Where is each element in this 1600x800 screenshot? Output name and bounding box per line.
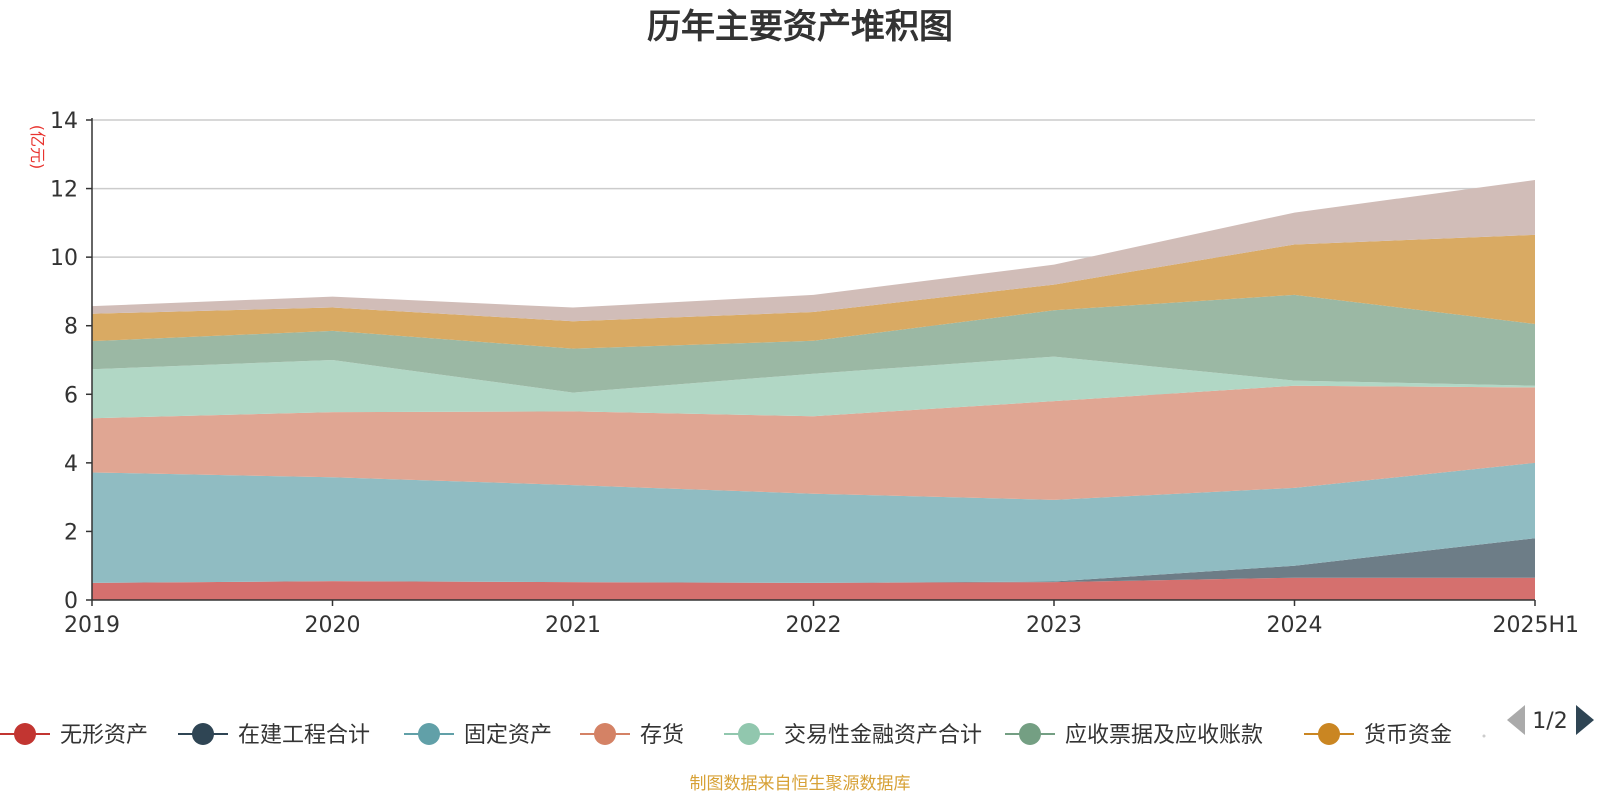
area-series-2 [92, 462, 1535, 583]
legend-item-0[interactable]: 无形资产 [0, 723, 148, 748]
axes: 0 2 4 6 8 10 12 14 2019 2020 2021 2022 2023 2024 2025H… [50, 109, 1579, 638]
legend-overflow-dot [1482, 734, 1486, 738]
legend-marker-icon [1318, 723, 1340, 745]
legend-label: 交易性金融资产合计 [784, 723, 982, 748]
y-tick-label: 6 [64, 383, 78, 408]
area-series-3 [92, 385, 1535, 500]
x-tick-label: 2021 [545, 613, 601, 638]
legend-item-5[interactable]: 应收票据及应收账款 [1005, 723, 1263, 748]
legend-item-6[interactable]: 货币资金 [1304, 723, 1452, 748]
y-tick-label: 0 [64, 589, 78, 614]
legend-label: 无形资产 [60, 723, 148, 748]
x-tick-label: 2025H1 [1492, 613, 1579, 638]
legend-label: 应收票据及应收账款 [1065, 723, 1263, 748]
area-series-5 [92, 294, 1535, 393]
legend-item-4[interactable]: 交易性金融资产合计 [724, 723, 982, 748]
y-tick-label: 10 [50, 246, 78, 271]
legend-pager: 1/2 [1507, 705, 1594, 735]
y-tick-label: 12 [50, 178, 78, 203]
legend-marker-icon [14, 723, 36, 745]
area-series-0 [92, 577, 1535, 600]
legend-marker-icon [738, 723, 760, 745]
x-tick-label: 2020 [305, 613, 361, 638]
x-tick-label: 2023 [1026, 613, 1082, 638]
legend-item-2[interactable]: 固定资产 [404, 723, 552, 748]
area-series-7 [92, 180, 1535, 322]
legend-prev-icon[interactable] [1507, 705, 1525, 735]
area-series-layer [92, 180, 1535, 600]
y-axis-unit: (亿元) [28, 125, 47, 170]
x-tick-label: 2024 [1267, 613, 1323, 638]
legend-label: 固定资产 [464, 723, 552, 748]
y-tick-label: 8 [64, 315, 78, 340]
y-tick-label: 4 [64, 452, 78, 477]
x-tick-label: 2019 [64, 613, 120, 638]
area-series-6 [92, 234, 1535, 349]
chart-title: 历年主要资产堆积图 [647, 7, 953, 47]
x-tick-label: 2022 [786, 613, 842, 638]
legend-next-icon[interactable] [1576, 705, 1594, 735]
legend-item-3[interactable]: 存货 [580, 723, 684, 748]
legend-marker-icon [192, 723, 214, 745]
legend: 无形资产 在建工程合计 固定资产 存货 交易性金融资产合计 应收票据及应收账款 货币资金 [0, 723, 1486, 748]
legend-marker-icon [594, 723, 616, 745]
legend-page-label: 1/2 [1532, 709, 1567, 734]
legend-marker-icon [418, 723, 440, 745]
legend-item-1[interactable]: 在建工程合计 [178, 723, 370, 748]
y-tick-label: 2 [64, 520, 78, 545]
area-series-4 [92, 356, 1535, 419]
source-note: 制图数据来自恒生聚源数据库 [690, 774, 911, 794]
legend-marker-icon [1019, 723, 1041, 745]
y-tick-label: 14 [50, 109, 78, 134]
legend-label: 货币资金 [1364, 723, 1452, 748]
legend-label: 存货 [640, 723, 684, 748]
legend-label: 在建工程合计 [238, 723, 370, 748]
